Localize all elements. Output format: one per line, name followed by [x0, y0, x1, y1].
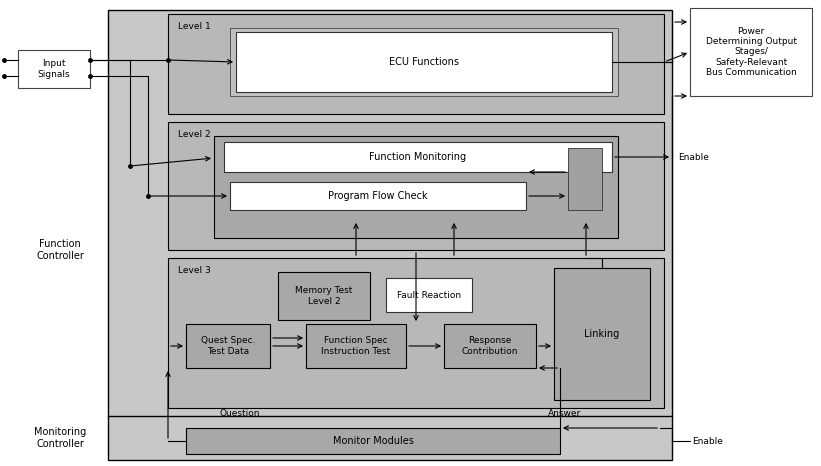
Bar: [568, 148, 602, 210]
Text: Quest Spec.
Test Data: Quest Spec. Test Data: [201, 336, 255, 356]
Bar: [186, 324, 270, 368]
Text: Enable: Enable: [692, 437, 722, 445]
Bar: [386, 278, 472, 312]
Text: Input
Signals: Input Signals: [38, 59, 71, 79]
Bar: [214, 136, 618, 238]
Bar: [224, 142, 612, 172]
Bar: [278, 272, 370, 320]
Text: ECU Functions: ECU Functions: [389, 57, 459, 67]
Bar: [444, 324, 536, 368]
Text: Function Spec
Instruction Test: Function Spec Instruction Test: [321, 336, 391, 356]
Bar: [108, 10, 672, 418]
Bar: [18, 50, 90, 88]
Text: Fault Reaction: Fault Reaction: [397, 290, 461, 300]
Bar: [236, 32, 612, 92]
Text: Question: Question: [220, 409, 260, 418]
Bar: [690, 8, 812, 96]
Bar: [168, 258, 664, 408]
Bar: [306, 324, 406, 368]
Text: Answer: Answer: [548, 409, 581, 418]
Text: Function Monitoring: Function Monitoring: [369, 152, 466, 162]
Bar: [108, 416, 672, 460]
Bar: [168, 14, 664, 114]
Text: Level 2: Level 2: [178, 130, 211, 139]
Text: Function
Controller: Function Controller: [36, 239, 84, 261]
Bar: [186, 428, 560, 454]
Bar: [230, 28, 618, 96]
Text: Program Flow Check: Program Flow Check: [328, 191, 428, 201]
Text: Response
Contribution: Response Contribution: [461, 336, 518, 356]
Bar: [230, 182, 526, 210]
Bar: [554, 268, 650, 400]
Text: Level 3: Level 3: [178, 266, 211, 275]
Text: Monitor Modules: Monitor Modules: [333, 436, 414, 446]
Text: Memory Test
Level 2: Memory Test Level 2: [296, 286, 353, 306]
Text: Enable: Enable: [678, 152, 709, 162]
Text: Level 1: Level 1: [178, 22, 211, 31]
Bar: [168, 122, 664, 250]
Text: Power
Determining Output
Stages/
Safety-Relevant
Bus Communication: Power Determining Output Stages/ Safety-…: [705, 27, 796, 77]
Text: Monitoring
Controller: Monitoring Controller: [34, 427, 86, 449]
Text: Linking: Linking: [585, 329, 620, 339]
